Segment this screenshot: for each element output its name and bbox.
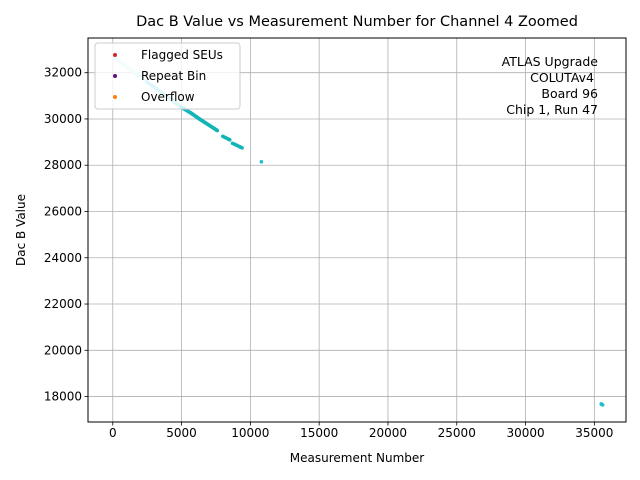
legend-label-overflow: Overflow (141, 90, 195, 104)
x-tick-label: 35000 (575, 426, 613, 440)
x-tick-label: 20000 (369, 426, 407, 440)
data-point (227, 137, 232, 142)
y-tick-label: 26000 (44, 204, 82, 218)
grid-lines (88, 38, 626, 422)
y-tick-label: 22000 (44, 297, 82, 311)
legend: Flagged SEUs Repeat Bin Overflow (94, 42, 241, 110)
annotation-line: Board 96 (541, 86, 598, 101)
data-point (600, 403, 605, 407)
y-axis-label: Dac B Value (14, 194, 28, 266)
plot-frame (87, 37, 627, 423)
legend-marker-overflow (113, 95, 117, 99)
data-point (215, 128, 220, 133)
y-tick-label: 24000 (44, 251, 82, 265)
data-point (240, 146, 244, 150)
x-tick-label: 10000 (231, 426, 269, 440)
legend-box (94, 42, 241, 110)
legend-marker-repeat-bin (113, 74, 117, 78)
legend-marker-flagged-seus (113, 53, 117, 57)
annotation-line: COLUTAv4 (530, 70, 594, 85)
annotation-line: Chip 1, Run 47 (506, 102, 598, 117)
y-tick-label: 32000 (44, 66, 82, 80)
annotation-line: ATLAS Upgrade (502, 54, 599, 69)
x-tick-label: 25000 (438, 426, 476, 440)
y-tick-label: 30000 (44, 112, 82, 126)
chart-title: Dac B Value vs Measurement Number for Ch… (136, 14, 578, 30)
legend-label-repeat-bin: Repeat Bin (141, 69, 206, 83)
data-point (259, 159, 264, 164)
y-tick-label: 18000 (44, 390, 82, 404)
y-tick-label: 20000 (44, 343, 82, 357)
x-axis-label: Measurement Number (290, 451, 424, 465)
legend-label-flagged-seus: Flagged SEUs (141, 48, 223, 62)
x-tick-label: 30000 (506, 426, 544, 440)
y-tick-label: 28000 (44, 158, 82, 172)
x-tick-label: 0 (109, 426, 117, 440)
x-tick-label: 5000 (166, 426, 197, 440)
axis-ticks: 0 5000 10000 15000 20000 25000 30000 35000 18000… (44, 66, 614, 440)
x-tick-label: 15000 (300, 426, 338, 440)
info-annotation: ATLAS Upgrade COLUTAv4 Board 96 Chip 1, … (502, 54, 599, 117)
